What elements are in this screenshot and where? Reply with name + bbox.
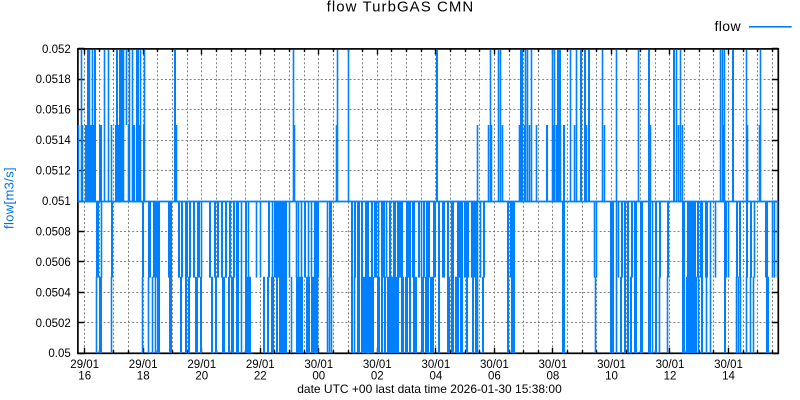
svg-text:flow[m3/s]: flow[m3/s] bbox=[2, 167, 17, 229]
svg-text:29/01: 29/01 bbox=[246, 359, 275, 371]
svg-text:30/01: 30/01 bbox=[363, 359, 392, 371]
svg-text:22: 22 bbox=[254, 371, 267, 383]
svg-text:0.051: 0.051 bbox=[42, 196, 71, 208]
svg-text:0.05: 0.05 bbox=[48, 348, 70, 360]
svg-text:30/01: 30/01 bbox=[539, 359, 568, 371]
svg-text:16: 16 bbox=[78, 371, 91, 383]
svg-text:0.0506: 0.0506 bbox=[36, 257, 71, 269]
svg-text:0.0514: 0.0514 bbox=[36, 135, 72, 147]
svg-text:30/01: 30/01 bbox=[422, 359, 451, 371]
svg-text:20: 20 bbox=[195, 371, 208, 383]
svg-text:0.0518: 0.0518 bbox=[36, 74, 71, 86]
svg-text:0.0512: 0.0512 bbox=[36, 166, 71, 178]
svg-text:0.0516: 0.0516 bbox=[36, 105, 71, 117]
svg-text:0.052: 0.052 bbox=[42, 44, 71, 56]
svg-text:10: 10 bbox=[605, 371, 618, 383]
svg-text:29/01: 29/01 bbox=[70, 359, 99, 371]
svg-text:0.0508: 0.0508 bbox=[36, 226, 71, 238]
svg-text:0.0504: 0.0504 bbox=[36, 287, 72, 299]
svg-text:08: 08 bbox=[547, 371, 560, 383]
svg-text:29/01: 29/01 bbox=[129, 359, 158, 371]
svg-text:date UTC +00 last data time 20: date UTC +00 last data time 2026-01-30 1… bbox=[297, 382, 562, 396]
svg-text:30/01: 30/01 bbox=[597, 359, 626, 371]
svg-text:14: 14 bbox=[722, 371, 735, 383]
svg-text:30/01: 30/01 bbox=[656, 359, 685, 371]
svg-text:06: 06 bbox=[488, 371, 501, 383]
svg-text:18: 18 bbox=[137, 371, 150, 383]
svg-text:30/01: 30/01 bbox=[304, 359, 333, 371]
svg-text:30/01: 30/01 bbox=[714, 359, 743, 371]
svg-text:29/01: 29/01 bbox=[187, 359, 216, 371]
svg-text:04: 04 bbox=[430, 371, 443, 383]
svg-text:12: 12 bbox=[664, 371, 677, 383]
svg-text:00: 00 bbox=[312, 371, 325, 383]
svg-text:0.0502: 0.0502 bbox=[36, 318, 71, 330]
svg-text:flow: flow bbox=[715, 18, 742, 34]
svg-text:flow TurbGAS CMN: flow TurbGAS CMN bbox=[327, 0, 475, 15]
svg-text:30/01: 30/01 bbox=[480, 359, 509, 371]
svg-text:02: 02 bbox=[371, 371, 384, 383]
